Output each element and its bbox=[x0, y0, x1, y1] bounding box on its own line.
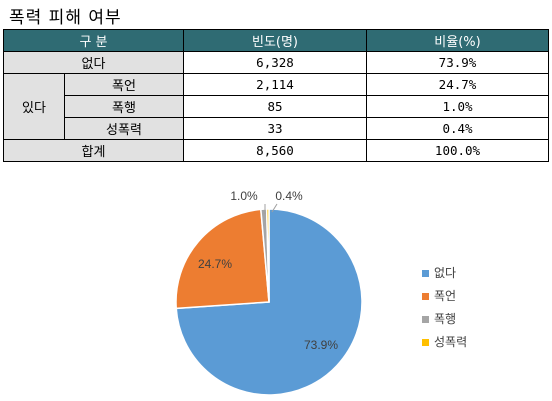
data-label-sexual: 0.4% bbox=[275, 189, 303, 203]
legend-label-physical: 폭행 bbox=[434, 311, 456, 326]
legend-label-none: 없다 bbox=[434, 266, 456, 280]
table-row: 성폭력 33 0.4% bbox=[4, 117, 549, 140]
leader-line bbox=[271, 203, 278, 213]
cell-frequency: 6,328 bbox=[183, 51, 367, 74]
data-label-none: 73.9% bbox=[304, 338, 338, 352]
header-category: 구 분 bbox=[3, 29, 184, 52]
table-row: 있다 폭언 2,114 24.7% bbox=[3, 73, 549, 140]
legend-swatch-none bbox=[422, 270, 429, 277]
legend-label-verbal: 폭언 bbox=[434, 289, 456, 303]
table-total-row: 합계 8,560 100.0% bbox=[3, 139, 549, 162]
stats-table: 구 분 빈도(명) 비율(%) 없다 6,328 73.9% 있다 폭언 2,1… bbox=[3, 29, 549, 162]
legend-swatch-sexual bbox=[422, 339, 429, 346]
legend-swatch-verbal bbox=[422, 293, 429, 300]
data-label-physical: 1.0% bbox=[230, 189, 258, 203]
pie-slice-verbal bbox=[175, 208, 270, 310]
row-label-physical: 폭행 bbox=[64, 95, 184, 118]
data-label-verbal: 24.7% bbox=[198, 257, 232, 271]
table-header-row: 구 분 빈도(명) 비율(%) bbox=[3, 29, 549, 52]
cell-ratio: 0.4% bbox=[366, 117, 549, 140]
row-group-yes: 있다 bbox=[3, 73, 65, 140]
pie-slice-sexual bbox=[265, 208, 270, 303]
legend-label-sexual: 성폭력 bbox=[434, 335, 467, 349]
pie-slices bbox=[175, 208, 363, 396]
header-frequency: 빈도(명) bbox=[183, 29, 367, 52]
pie-data-labels: 73.9% 24.7% 1.0% 0.4% bbox=[198, 189, 338, 352]
page-title: 폭력 피해 여부 bbox=[9, 8, 122, 28]
row-label-total: 합계 bbox=[3, 139, 184, 162]
cell-frequency: 8,560 bbox=[183, 139, 367, 162]
legend-swatch-physical bbox=[422, 316, 429, 323]
table-row: 없다 6,328 73.9% bbox=[3, 51, 549, 74]
header-ratio: 비율(%) bbox=[366, 29, 549, 52]
row-label-verbal: 폭언 bbox=[64, 73, 184, 96]
cell-ratio: 24.7% bbox=[366, 73, 549, 96]
cell-ratio: 100.0% bbox=[366, 139, 549, 162]
